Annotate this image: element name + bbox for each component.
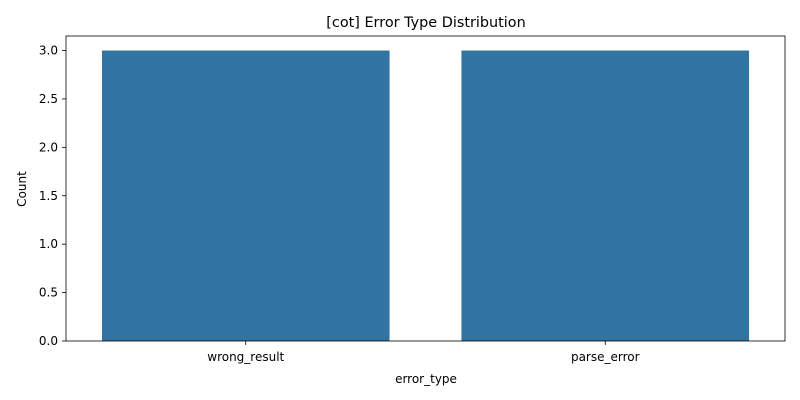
bar-wrong-result [101, 50, 390, 342]
y-tick-label: 2.0 [39, 140, 58, 154]
y-tick-label: 2.5 [39, 92, 58, 106]
y-tick-label: 0.0 [39, 334, 58, 348]
y-tick-label: 1.5 [39, 189, 58, 203]
chart-title: [cot] Error Type Distribution [326, 15, 525, 31]
bars-group [101, 50, 750, 342]
y-axis-label: Count [15, 171, 29, 207]
x-tick-label: parse_error [571, 350, 640, 364]
y-tick-label: 0.5 [39, 286, 58, 300]
y-axis-ticks: 0.0 0.5 1.0 1.5 2.0 2.5 3.0 [39, 44, 66, 348]
plot-frame [65, 35, 786, 342]
bar-parse-error [461, 50, 750, 342]
x-axis-ticks: wrong_result parse_error [207, 341, 640, 364]
y-tick-label: 3.0 [39, 44, 58, 58]
x-tick-label: wrong_result [207, 350, 284, 364]
y-tick-label: 1.0 [39, 237, 58, 251]
x-axis-label: error_type [395, 372, 457, 386]
